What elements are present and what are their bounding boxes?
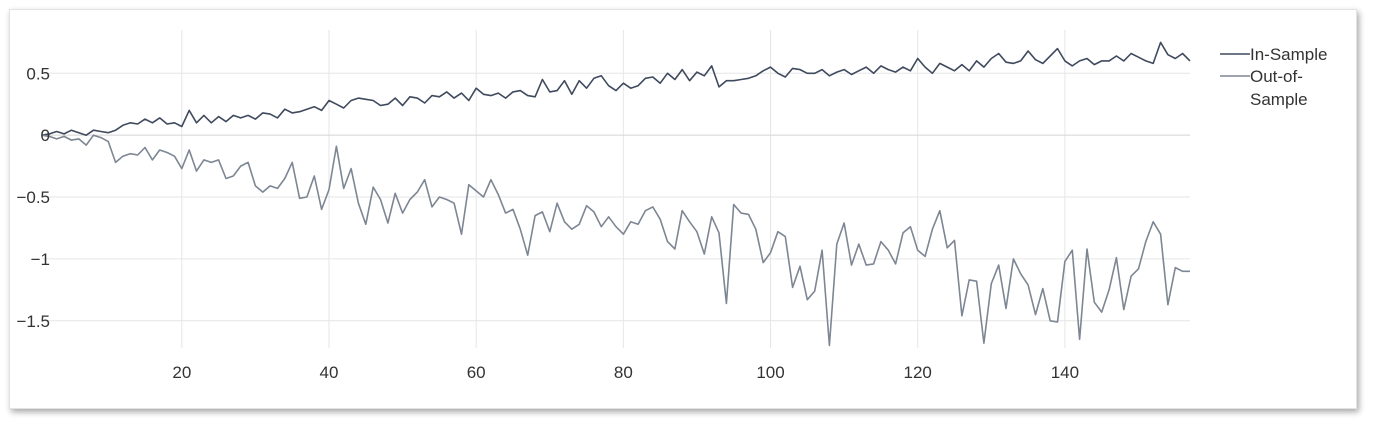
x-tick-label: 40 <box>320 363 339 382</box>
x-tick-label: 140 <box>1051 363 1079 382</box>
x-tick-label: 80 <box>614 363 633 382</box>
chart-card <box>9 9 1357 409</box>
y-tick-label: −1 <box>31 250 50 269</box>
y-tick-label: 0.5 <box>26 64 50 83</box>
x-tick-label: 100 <box>756 363 784 382</box>
legend-item[interactable]: In-Sample <box>1220 45 1327 64</box>
y-tick-label: −0.5 <box>16 188 50 207</box>
x-axis: 20 40 60 80 100 120 140 <box>172 363 1079 382</box>
legend-item[interactable]: Out-of-Sample <box>1220 67 1308 109</box>
legend: In-Sample Out-of-Sample <box>1220 45 1327 109</box>
y-axis: 0.5 0 −0.5 −1 −1.5 <box>16 64 50 330</box>
x-tick-label: 60 <box>467 363 486 382</box>
y-tick-label: 0 <box>41 126 50 145</box>
grid <box>42 30 1190 348</box>
legend-label: In-Sample <box>1250 45 1327 64</box>
legend-label: Out-of-Sample <box>1250 67 1308 109</box>
y-tick-label: −1.5 <box>16 312 50 331</box>
x-tick-label: 20 <box>172 363 191 382</box>
x-tick-label: 120 <box>904 363 932 382</box>
series-layer <box>41 41 1191 347</box>
series-line-out-of-sample <box>41 134 1190 347</box>
series-line-in-sample <box>41 41 1191 136</box>
